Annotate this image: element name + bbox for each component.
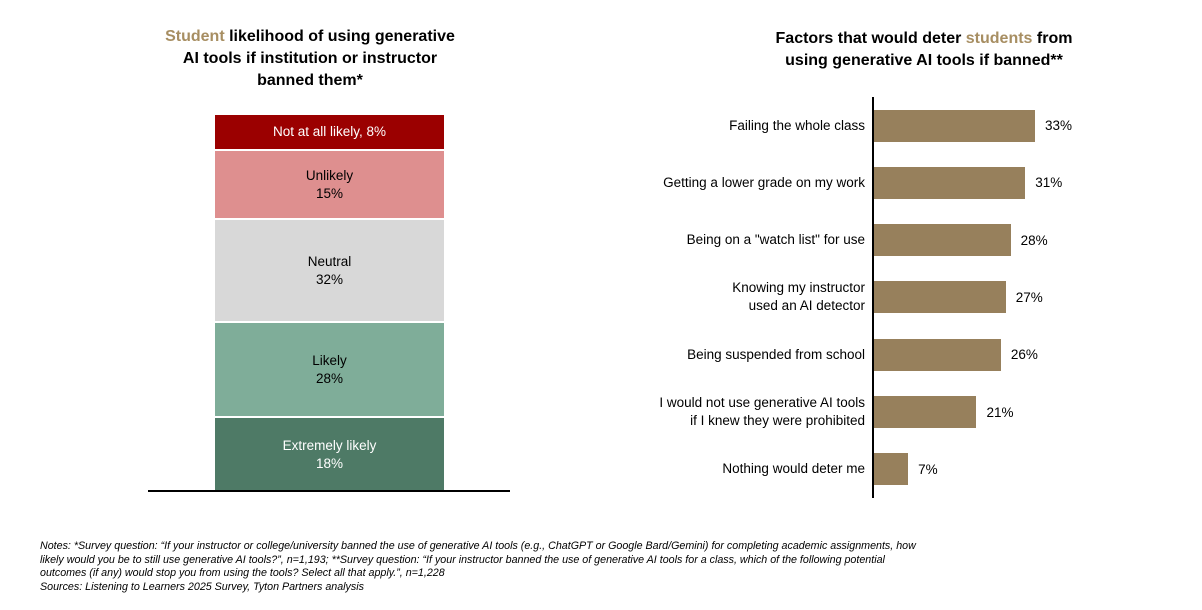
- footnotes: Notes: *Survey question: “If your instru…: [40, 540, 1180, 594]
- bar-row: Nothing would deter me 7%: [612, 441, 1192, 498]
- left-chart-baseline: [148, 490, 510, 492]
- title-line: AI tools if institution or instructor: [182, 50, 438, 67]
- stack-segment-likely: Likely 28%: [215, 321, 444, 417]
- stacked-bar: Not at all likely, 8% Unlikely 15% Neutral 3…: [215, 115, 444, 491]
- bar-category-label: Being on a "watch list" for use: [686, 232, 865, 248]
- bar-row: Failing the whole class 33%: [612, 97, 1192, 154]
- bar-row: Knowing my instructor used an AI detector…: [612, 269, 1192, 326]
- title-line: Student likelihood of using generative: [165, 28, 455, 45]
- stack-segment-unlikely: Unlikely 15%: [215, 149, 444, 218]
- left-chart-title: Student likelihood of using generative AI…: [100, 26, 520, 92]
- footnote-line: Sources: Listening to Learners 2025 Surv…: [40, 580, 364, 593]
- bar-row: Being suspended from school 26%: [612, 326, 1192, 383]
- footnote-line: outcomes (if any) would stop you from us…: [40, 567, 445, 580]
- bar: [874, 224, 1011, 257]
- bar-value-label: 33%: [1045, 118, 1073, 134]
- bar-category-label: I would not use generative AI tools if I …: [659, 395, 865, 429]
- bar-category-label: Knowing my instructor used an AI detector: [732, 280, 865, 314]
- bar: [874, 109, 1036, 142]
- right-chart-axis-line: [872, 97, 874, 498]
- bar: [874, 281, 1006, 314]
- bar-row: Being on a "watch list" for use 28%: [612, 212, 1192, 269]
- bar: [874, 396, 977, 429]
- bar-value-label: 7%: [918, 461, 938, 477]
- bar-row: I would not use generative AI tools if I …: [612, 383, 1192, 440]
- stack-segment-not-at-all-likely: Not at all likely, 8%: [215, 115, 444, 150]
- title-line: Factors that would deter students from: [775, 30, 1073, 47]
- bar-category-label: Failing the whole class: [729, 117, 865, 133]
- bar-category-label: Getting a lower grade on my work: [663, 174, 865, 190]
- bar-row: Getting a lower grade on my work 31%: [612, 154, 1192, 211]
- bar-category-label: Being suspended from school: [687, 346, 865, 362]
- bar-rows: Failing the whole class 33% Getting a lowe…: [612, 97, 1192, 498]
- footnote-line: likely would you be to still use generat…: [40, 553, 885, 566]
- bar-category-label: Nothing would deter me: [722, 461, 865, 477]
- bar-value-label: 31%: [1035, 175, 1063, 191]
- title-line: banned them*: [257, 72, 363, 89]
- footnote-line: Notes: *Survey question: “If your instru…: [40, 540, 916, 552]
- bar-value-label: 26%: [1010, 347, 1038, 363]
- title-line: using generative AI tools if banned**: [785, 52, 1063, 69]
- bar: [874, 453, 909, 486]
- bar-value-label: 28%: [1020, 232, 1048, 248]
- bar: [874, 338, 1001, 371]
- right-chart-title: Factors that would deter students from us…: [718, 28, 1130, 72]
- stack-segment-neutral: Neutral 32%: [215, 217, 444, 322]
- bar: [874, 166, 1026, 199]
- bar-value-label: 21%: [986, 404, 1014, 420]
- bar-value-label: 27%: [1015, 289, 1043, 305]
- stack-segment-extremely-likely: Extremely likely 18%: [215, 416, 444, 491]
